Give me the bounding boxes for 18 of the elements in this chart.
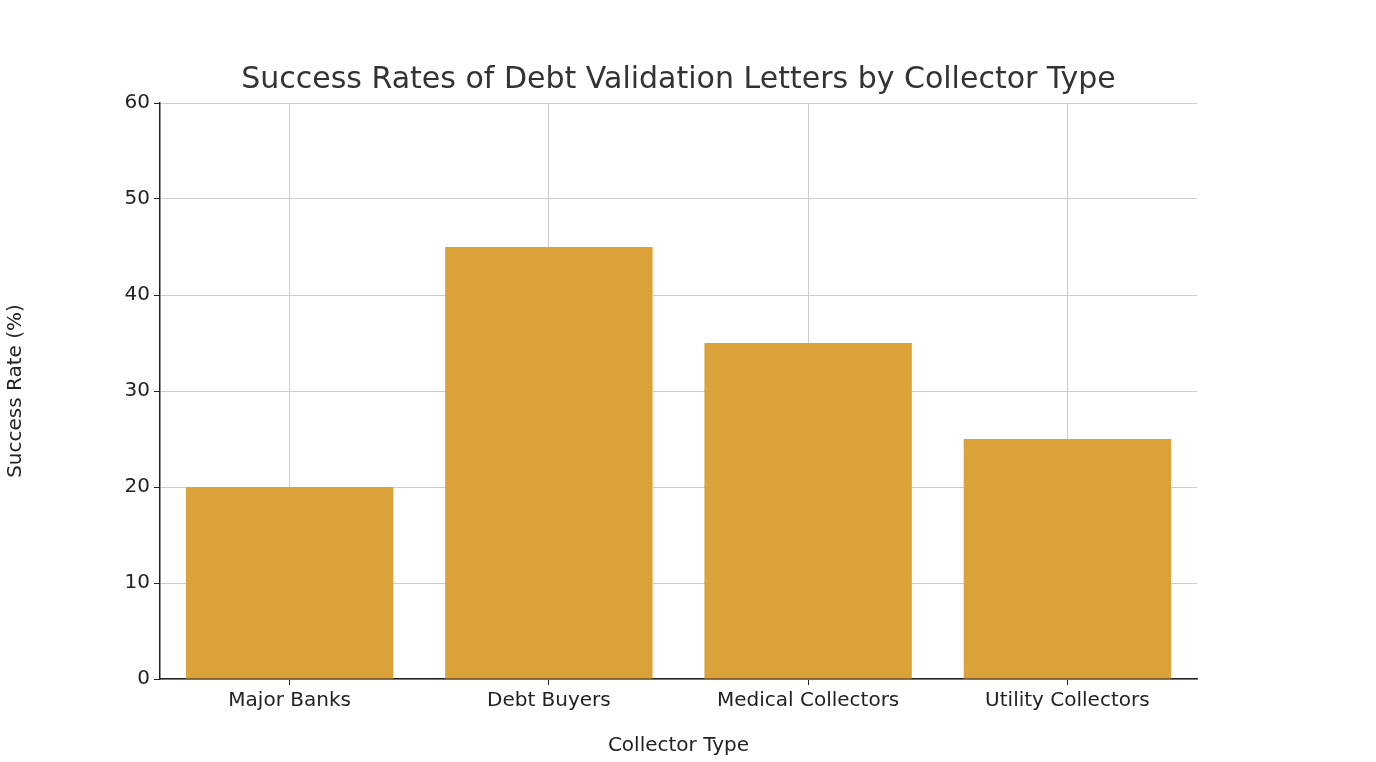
x-tick-label: Medical Collectors (716, 687, 900, 712)
y-tick-label: 10 (124, 569, 150, 594)
chart-title: Success Rates of Debt Validation Letters by Collector Type (241, 59, 1116, 95)
y-tick-label: 0 (137, 665, 150, 690)
bar (445, 247, 653, 679)
y-tick-label: 40 (124, 281, 150, 306)
bar (185, 487, 394, 679)
y-tick-label: 50 (124, 185, 150, 210)
bar (704, 343, 912, 679)
y-tick-label: 30 (124, 377, 150, 402)
y-tick-label: 60 (124, 89, 150, 114)
x-tick-label: Major Banks (228, 687, 351, 712)
x-tick-label: Utility Collectors (985, 687, 1150, 712)
y-axis-title: Success Rate (%) (2, 304, 27, 478)
y-tick-label: 20 (124, 473, 150, 498)
x-tick-label: Debt Buyers (486, 687, 611, 712)
x-axis-title: Collector Type (607, 732, 750, 757)
bar (963, 439, 1172, 679)
